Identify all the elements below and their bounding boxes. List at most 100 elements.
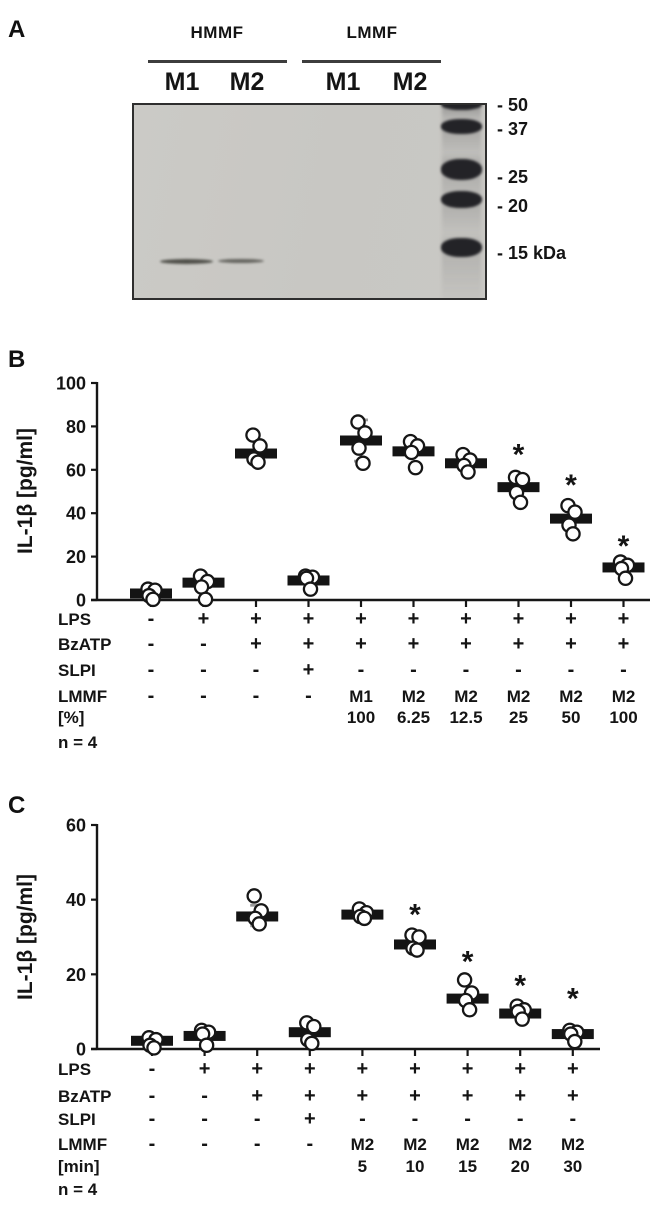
n-label: n = 4	[58, 1180, 98, 1199]
condition-value: -	[464, 1108, 471, 1130]
data-point	[567, 504, 583, 520]
n-label: n = 4	[58, 733, 98, 752]
condition-value: M2	[454, 687, 478, 706]
data-point	[302, 581, 319, 597]
data-point	[567, 1033, 583, 1050]
condition-row-label: [%]	[58, 708, 84, 727]
data-point	[197, 591, 214, 608]
data-point	[250, 454, 266, 470]
marker-label-37: - 37	[497, 119, 529, 139]
marker-label-25: - 25	[497, 167, 529, 187]
marker-label-20: - 20	[497, 196, 529, 216]
condition-row-label: BzATP	[58, 635, 112, 654]
condition-value: +	[618, 633, 630, 655]
data-point	[409, 942, 425, 958]
condition-value: -	[358, 659, 365, 681]
condition-value: +	[409, 1085, 421, 1107]
condition-value: -	[253, 685, 260, 707]
condition-value: +	[565, 608, 577, 630]
significance-asterisk: *	[565, 469, 577, 502]
condition-value: -	[148, 659, 155, 681]
condition-row-label: [min]	[58, 1157, 100, 1176]
condition-value: +	[462, 1085, 474, 1107]
significance-asterisk: *	[409, 899, 421, 932]
y-tick-label: 20	[66, 547, 86, 567]
data-point	[355, 455, 371, 472]
y-tick-label: 100	[56, 374, 86, 394]
condition-value: +	[304, 1085, 316, 1107]
gel-image	[132, 103, 487, 300]
data-point	[246, 888, 262, 904]
condition-value: -	[201, 1133, 208, 1155]
panel-b-chart: 0 20 40 60 80 100 IL-1β [pg/ml] * * * LPS - + + + + + + + +…	[14, 374, 650, 752]
condition-value: +	[408, 633, 420, 655]
y-tick-label: 40	[66, 890, 86, 910]
condition-row-label: SLPI	[58, 1110, 96, 1129]
lane-label-lmmf-m1: M1	[325, 68, 361, 96]
condition-value: -	[517, 1108, 524, 1130]
condition-value: -	[305, 685, 312, 707]
data-point	[350, 414, 366, 430]
data-point	[617, 570, 634, 587]
marker-label-15kda: - 15 kDa	[497, 243, 567, 263]
gel-group-header-lmmf: LMMF	[346, 23, 398, 42]
condition-value: -	[359, 1108, 366, 1130]
condition-value: +	[460, 608, 472, 630]
condition-value: +	[251, 1058, 263, 1080]
condition-value: M1	[349, 687, 373, 706]
condition-row-label: SLPI	[58, 661, 96, 680]
protein-band-HMMF-M2	[218, 259, 264, 264]
condition-value: -	[568, 659, 575, 681]
condition-value: -	[149, 1085, 156, 1107]
condition-row-label: LPS	[58, 1060, 91, 1079]
condition-row-label: LMMF	[58, 1135, 107, 1154]
condition-value: +	[408, 608, 420, 630]
condition-value: -	[410, 659, 417, 681]
condition-value: -	[201, 1085, 208, 1107]
condition-value: +	[303, 608, 315, 630]
condition-value: M2	[612, 687, 636, 706]
condition-value: -	[148, 608, 155, 630]
condition-value: 100	[347, 708, 375, 727]
condition-value: M2	[507, 687, 531, 706]
data-point	[252, 438, 268, 454]
mean-bar	[340, 435, 382, 446]
data-point	[146, 1040, 162, 1056]
data-point	[357, 425, 373, 441]
condition-value: +	[251, 1085, 263, 1107]
condition-value: +	[355, 633, 367, 655]
condition-value: +	[565, 633, 577, 655]
condition-value: +	[199, 1058, 211, 1080]
condition-value: -	[149, 1108, 156, 1130]
condition-value: -	[149, 1133, 156, 1155]
ladder-band-25	[441, 159, 482, 180]
condition-value: +	[462, 1058, 474, 1080]
condition-value: +	[357, 1085, 369, 1107]
condition-row-label: BzATP	[58, 1087, 112, 1106]
data-point	[306, 1018, 322, 1035]
data-point	[193, 579, 210, 595]
condition-value: +	[513, 608, 525, 630]
condition-value: +	[303, 633, 315, 655]
marker-label-50: - 50	[497, 95, 529, 115]
condition-value: M2	[403, 1135, 427, 1154]
data-point	[514, 471, 531, 488]
condition-value: +	[514, 1058, 526, 1080]
condition-value: +	[303, 659, 315, 681]
condition-value: -	[254, 1108, 261, 1130]
data-point	[351, 440, 367, 456]
panel-a-label: A	[8, 16, 26, 43]
condition-value: +	[250, 633, 262, 655]
condition-value: 30	[563, 1157, 582, 1176]
condition-value: +	[250, 608, 262, 630]
condition-value: -	[200, 659, 207, 681]
condition-value: -	[306, 1133, 313, 1155]
condition-value: 25	[509, 708, 528, 727]
data-point	[304, 1035, 320, 1052]
ladder-band-50	[441, 105, 482, 110]
panel-b-label: B	[8, 346, 26, 373]
condition-value: M2	[456, 1135, 480, 1154]
condition-value: -	[569, 1108, 576, 1130]
y-tick-label: 60	[66, 816, 86, 836]
